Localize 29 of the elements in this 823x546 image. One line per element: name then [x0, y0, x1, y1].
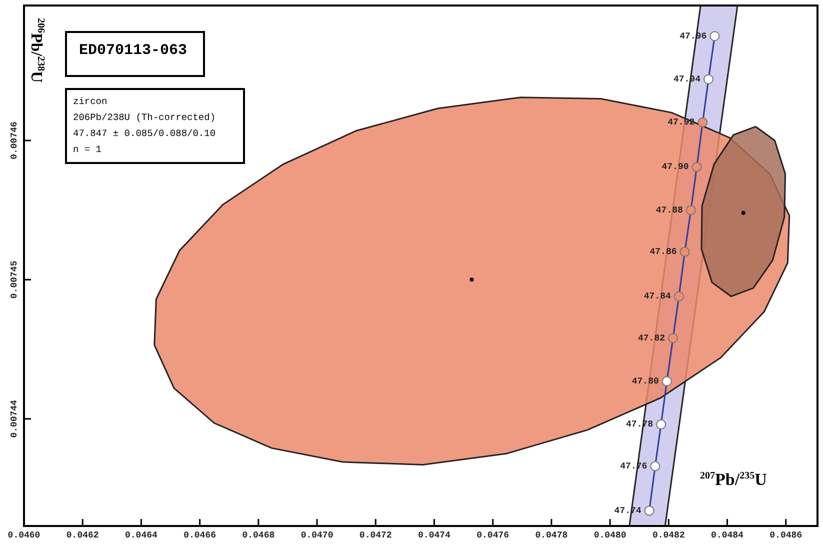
x-tick-label: 0.0486 — [770, 530, 802, 541]
y-tick-label: 0.00746 — [9, 122, 20, 160]
x-tick-label: 0.0484 — [711, 530, 744, 541]
y-tick-label: 0.00744 — [9, 399, 20, 438]
x-tick-label: 0.0472 — [359, 530, 392, 541]
annotation: zircon — [73, 95, 108, 109]
annotation: 47.80 — [632, 376, 659, 387]
annotation: n = 1 — [73, 143, 103, 157]
annotation: 47.82 — [638, 333, 666, 344]
x-tick-label: 0.0462 — [66, 530, 99, 541]
text: ED070113-063 — [65, 31, 205, 77]
annotation: 47.90 — [662, 162, 689, 172]
annotation: 206Pb/238U (Th-corrected) — [73, 111, 217, 125]
x-tick-label: 0.0464 — [125, 530, 158, 541]
y-tick-label: 0.00745 — [9, 260, 20, 299]
x-tick-label: 0.0466 — [184, 530, 216, 541]
x-tick-label: 0.0468 — [242, 530, 275, 541]
x-tick-label: 0.0474 — [418, 530, 452, 541]
annotation: 47.86 — [650, 247, 677, 258]
annotation: 47.84 — [644, 292, 672, 302]
x-tick-label: 0.0470 — [300, 530, 334, 541]
x-axis-title: $^{207}$Pb/$^{235}$U — [700, 470, 767, 490]
x-tick-label: 0.0482 — [652, 530, 685, 541]
x-tick-label: 0.0460 — [8, 530, 40, 541]
x-tick-label: 0.0480 — [594, 530, 626, 541]
x-tick-label: 0.0476 — [476, 530, 510, 541]
x-tick-label: 0.0478 — [535, 530, 568, 541]
annotation: 47.88 — [656, 205, 683, 216]
annotation: 47.847 ± 0.085/0.088/0.10 — [73, 127, 217, 141]
